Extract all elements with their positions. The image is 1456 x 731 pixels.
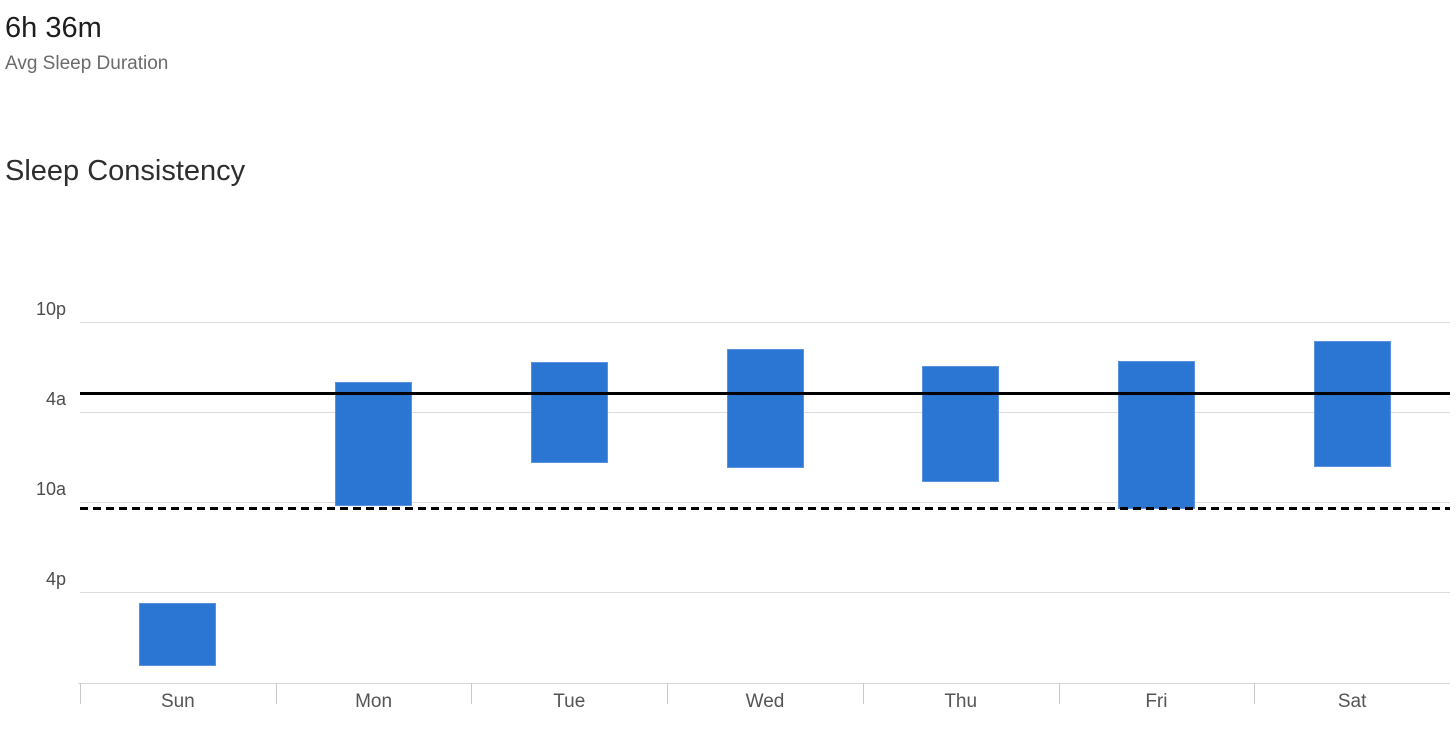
x-axis-tick [667, 683, 669, 704]
x-axis-tick [1058, 683, 1060, 704]
dashed-reference-line [80, 506, 1450, 510]
x-axis-tick [80, 683, 81, 704]
x-axis-line [78, 683, 1450, 684]
x-axis-label-sun: Sun [160, 691, 195, 712]
x-axis-label-fri: Fri [1145, 691, 1168, 712]
avg-sleep-label: Avg Sleep Duration [5, 53, 169, 74]
y-axis-tick-label: 10a [35, 478, 66, 499]
x-axis-label-tue: Tue [553, 691, 586, 712]
y-axis-tick-label: 4p [45, 568, 66, 589]
x-axis-tick [1254, 683, 1256, 704]
sleep-bar-tue[interactable] [530, 361, 608, 464]
y-axis-tick-label: 4a [45, 388, 66, 409]
sleep-bar-mon[interactable] [335, 382, 413, 506]
x-axis-label-wed: Wed [745, 691, 785, 712]
x-axis-label-mon: Mon [355, 691, 393, 712]
x-axis-tick [275, 683, 277, 704]
sleep-bar-sat[interactable] [1313, 340, 1391, 467]
sleep-bar-sun[interactable] [139, 603, 217, 666]
sleep-bar-thu[interactable] [922, 366, 1000, 482]
sleep-bar-fri[interactable] [1117, 361, 1195, 509]
y-gridline [80, 592, 1450, 593]
avg-sleep-summary: 6h 36m Avg Sleep Duration [5, 10, 168, 75]
sleep-bar-wed[interactable] [726, 349, 804, 468]
y-gridline [80, 502, 1450, 503]
y-gridline [80, 322, 1450, 323]
solid-reference-line [80, 391, 1450, 395]
x-axis-tick [862, 683, 864, 704]
y-axis-tick-label: 10p [35, 298, 66, 319]
x-axis-tick [471, 683, 473, 704]
x-axis-label-sat: Sat [1337, 691, 1367, 712]
chart-title: Sleep Consistency [5, 155, 246, 187]
x-axis-label-thu: Thu [944, 691, 978, 712]
avg-sleep-value: 6h 36m [5, 12, 102, 44]
